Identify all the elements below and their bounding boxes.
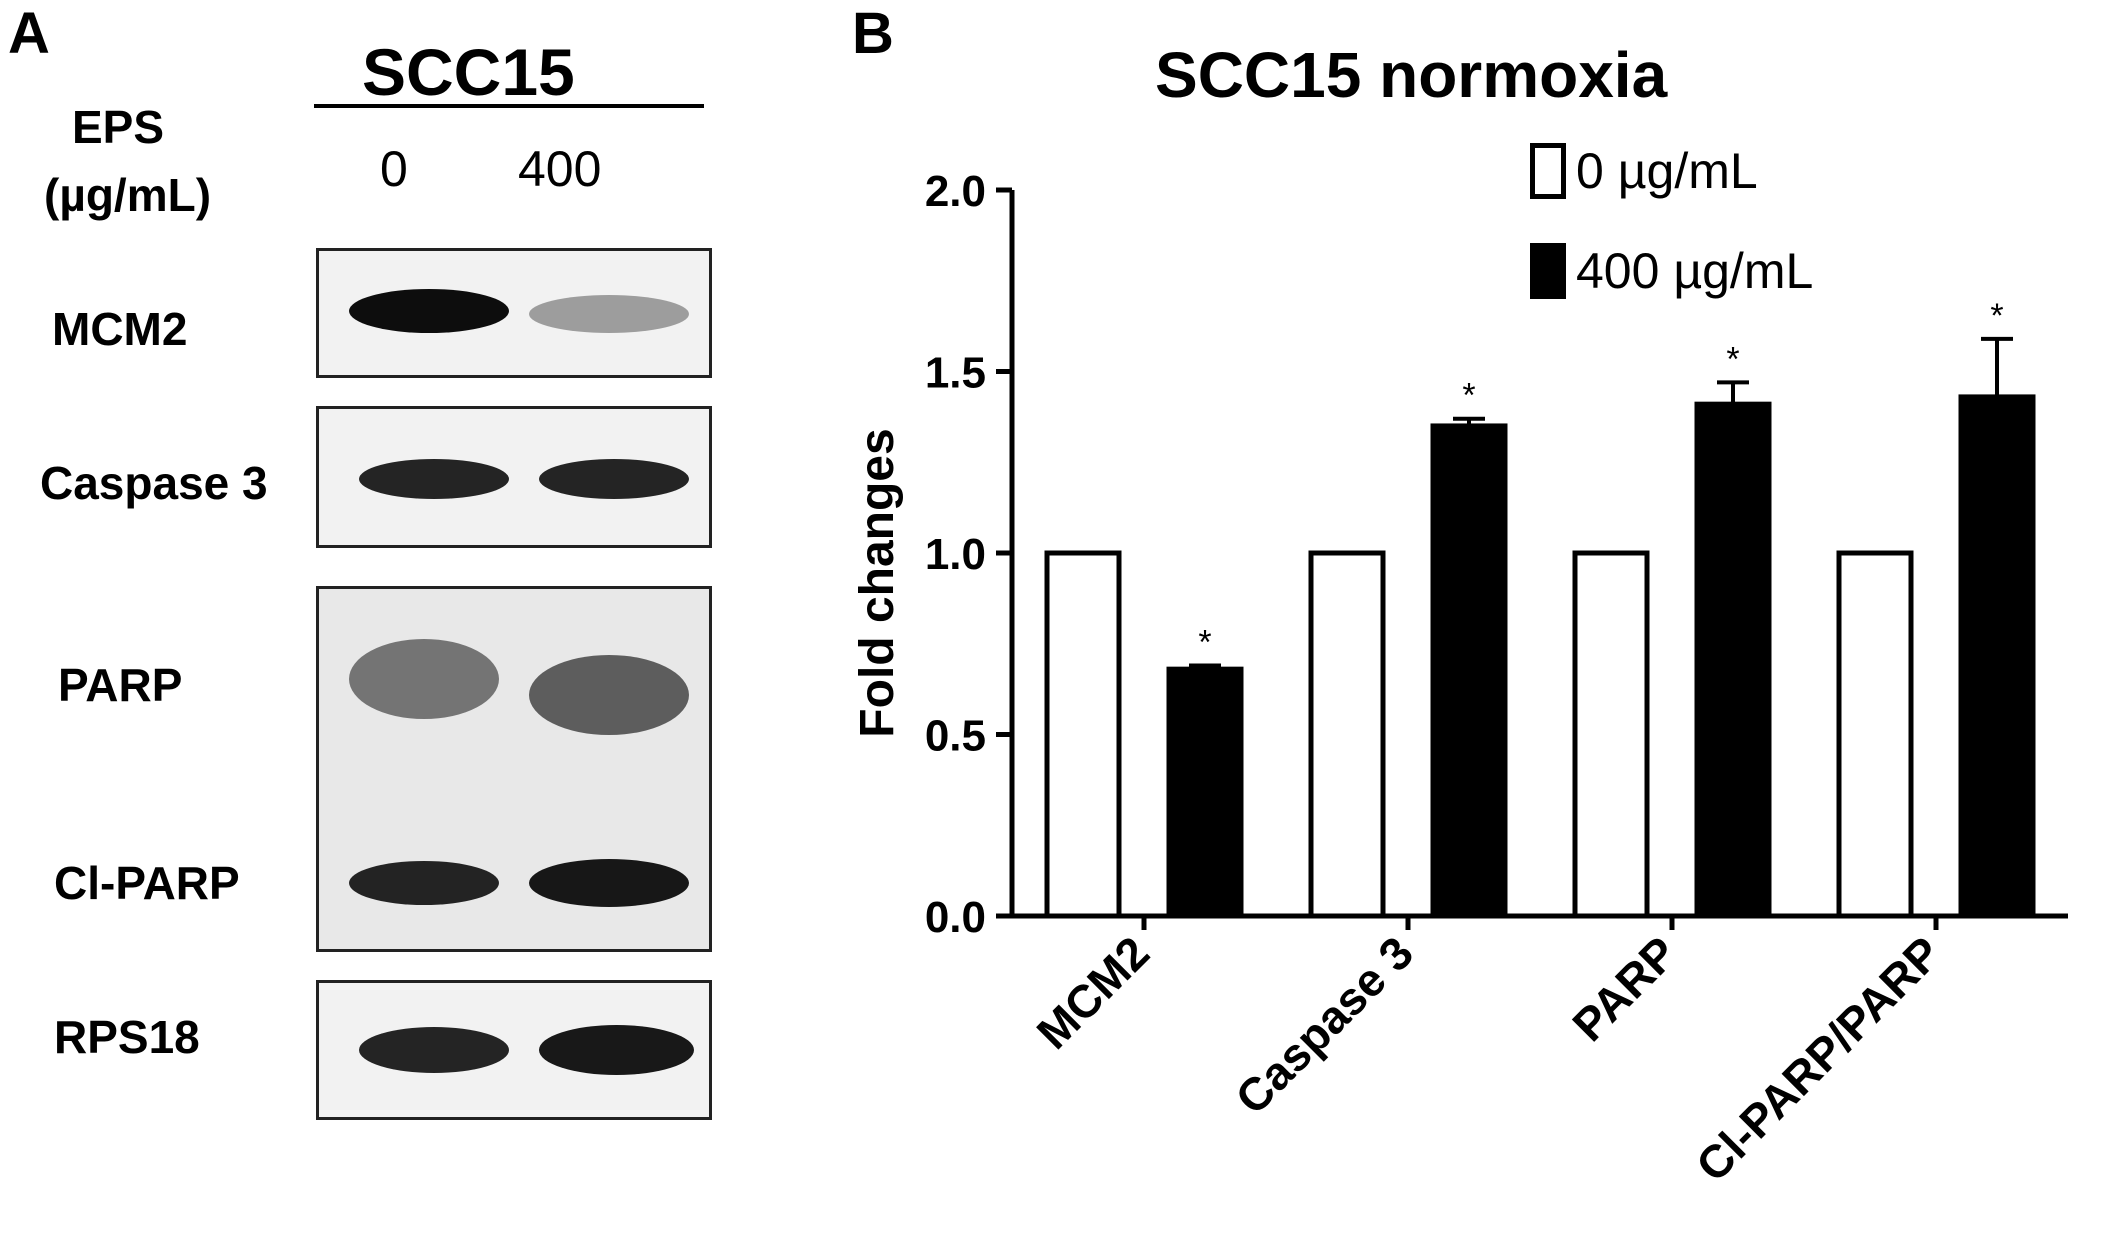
significance-marker: * bbox=[1198, 624, 1211, 662]
y-tick-label: 1.5 bbox=[925, 349, 986, 398]
blot-mcm2 bbox=[316, 248, 712, 378]
blot-label-mcm2: MCM2 bbox=[52, 303, 188, 355]
panel-b-letter: B bbox=[852, 1, 894, 66]
band-parp-lane2 bbox=[529, 655, 689, 735]
band-rps18-lane1 bbox=[359, 1027, 509, 1073]
treatment-unit-label: (µg/mL) bbox=[44, 169, 212, 221]
legend-label-0: 0 µg/mL bbox=[1576, 143, 1758, 199]
x-tick-label: Cl-PARP/PARP bbox=[1686, 926, 1951, 1191]
bars-group bbox=[1044, 336, 2036, 919]
blot-label-parp: PARP bbox=[58, 659, 183, 711]
blot-label-caspase3: Caspase 3 bbox=[40, 457, 268, 509]
significance-marker: * bbox=[1990, 297, 2003, 335]
legend-label-1: 400 µg/mL bbox=[1576, 243, 1814, 299]
panel-a-letter: A bbox=[8, 1, 50, 66]
cell-line-underline bbox=[314, 104, 704, 108]
band-mcm2-lane2 bbox=[529, 295, 689, 333]
bar-0-3 bbox=[1836, 550, 1914, 919]
legend-item-0: 0 µg/mL bbox=[1530, 142, 1758, 200]
blot-rps18 bbox=[316, 980, 712, 1120]
band-cl-parp-lane2 bbox=[529, 859, 689, 907]
band-mcm2-lane1 bbox=[349, 289, 509, 333]
legend-swatch-0 bbox=[1530, 143, 1566, 199]
x-tick-label: MCM2 bbox=[1027, 926, 1160, 1059]
chart-svg: 0.0 0.5 1.0 1.5 2.0 Fold changes * MCM2 * Caspas… bbox=[851, 167, 2068, 1191]
legend-item-1: 400 µg/mL bbox=[1530, 242, 1813, 300]
band-caspase3-lane1 bbox=[359, 459, 509, 499]
bar-0-0 bbox=[1044, 550, 1122, 919]
y-tick-label: 0.5 bbox=[925, 712, 986, 761]
blot-caspase3 bbox=[316, 406, 712, 548]
western-blot-panel: A SCC15 EPS (µg/mL) 0 400 MCM2 Caspase 3… bbox=[0, 0, 760, 1238]
bar-1-1 bbox=[1430, 423, 1508, 919]
x-tick-label: Caspase 3 bbox=[1225, 926, 1423, 1124]
legend-swatch-1 bbox=[1530, 243, 1566, 299]
y-tick-label: 1.0 bbox=[925, 530, 986, 579]
band-cl-parp-lane1 bbox=[349, 861, 499, 905]
bar-0-1 bbox=[1308, 550, 1386, 919]
treatment-label: EPS bbox=[72, 101, 165, 153]
bar-1-3 bbox=[1958, 394, 2036, 919]
y-tick-label: 2.0 bbox=[925, 167, 986, 216]
significance-marker: * bbox=[1462, 377, 1475, 415]
blot-parp bbox=[316, 586, 712, 952]
y-axis-label: Fold changes bbox=[851, 428, 904, 737]
bar-chart-panel: B SCC15 normoxia 0 µg/mL 400 µg/mL 0.0 0.… bbox=[760, 0, 2104, 1238]
chart-title: SCC15 normoxia bbox=[1155, 39, 1668, 111]
blot-label-cl-parp: Cl-PARP bbox=[54, 857, 240, 909]
lane-label-0: 0 bbox=[380, 141, 408, 197]
blot-label-rps18: RPS18 bbox=[54, 1011, 200, 1063]
band-parp-lane1 bbox=[349, 639, 499, 719]
band-caspase3-lane2 bbox=[539, 459, 689, 499]
cell-line-label: SCC15 bbox=[362, 35, 575, 109]
bar-0-2 bbox=[1572, 550, 1650, 919]
x-tick-label: PARP bbox=[1562, 926, 1687, 1051]
significance-marker: * bbox=[1726, 340, 1739, 378]
lane-label-400: 400 bbox=[518, 141, 602, 197]
y-tick-label: 0.0 bbox=[925, 893, 986, 942]
bar-1-0 bbox=[1166, 666, 1244, 919]
band-rps18-lane2 bbox=[539, 1025, 694, 1075]
bar-1-2 bbox=[1694, 401, 1772, 919]
